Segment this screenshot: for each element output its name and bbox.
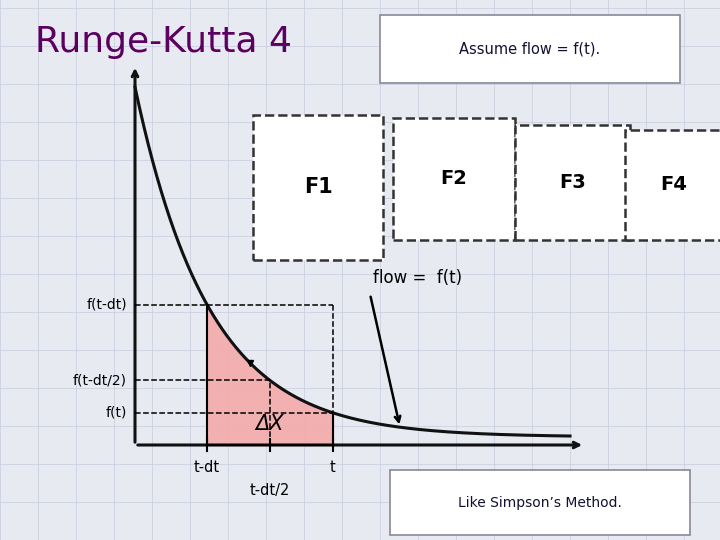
FancyBboxPatch shape xyxy=(380,15,680,83)
FancyBboxPatch shape xyxy=(393,118,515,240)
Text: flow =  f(t): flow = f(t) xyxy=(373,269,462,287)
Text: ΔX: ΔX xyxy=(256,414,284,434)
FancyBboxPatch shape xyxy=(390,470,690,535)
Text: f(t): f(t) xyxy=(106,406,127,420)
Text: t-dt: t-dt xyxy=(194,460,220,475)
FancyBboxPatch shape xyxy=(253,115,383,260)
Text: f(t-dt): f(t-dt) xyxy=(86,298,127,312)
Text: F3: F3 xyxy=(559,173,586,192)
Text: Like Simpson’s Method.: Like Simpson’s Method. xyxy=(458,496,622,510)
FancyBboxPatch shape xyxy=(625,130,720,240)
FancyBboxPatch shape xyxy=(515,125,630,240)
Text: Assume flow = f(t).: Assume flow = f(t). xyxy=(459,42,600,57)
Text: t: t xyxy=(330,460,336,475)
Text: t-dt/2: t-dt/2 xyxy=(250,483,290,498)
Text: F2: F2 xyxy=(441,170,467,188)
Text: F4: F4 xyxy=(660,176,688,194)
Text: Runge-Kutta 4: Runge-Kutta 4 xyxy=(35,25,292,59)
Text: F1: F1 xyxy=(304,178,333,198)
Text: f(t-dt/2): f(t-dt/2) xyxy=(73,374,127,387)
